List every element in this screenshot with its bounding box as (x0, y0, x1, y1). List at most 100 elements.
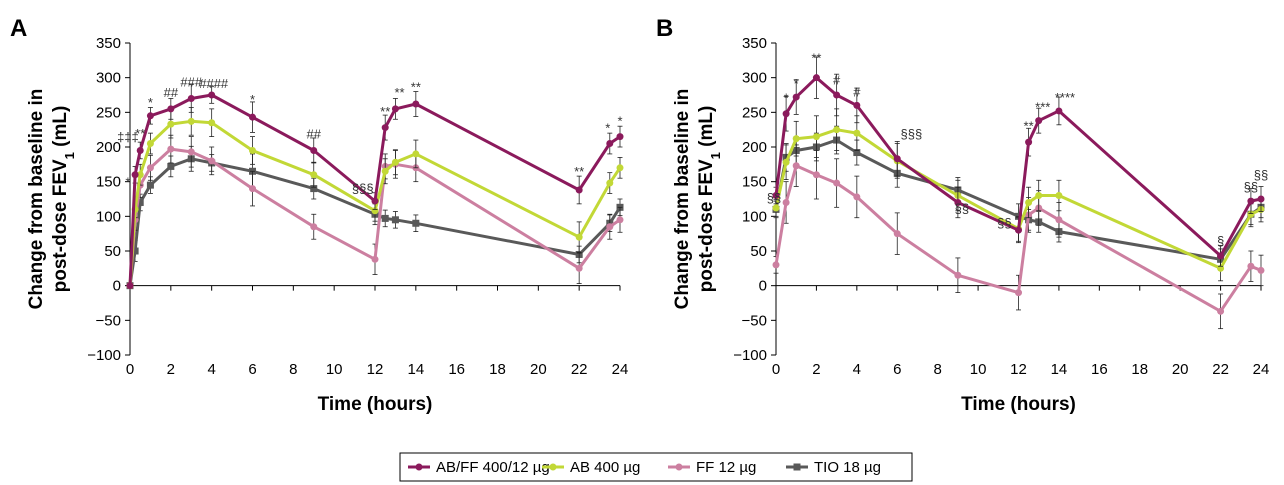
significance-marker: ‡‡‡ (117, 129, 139, 144)
y-axis-title-subscript: 1 (708, 152, 723, 159)
x-tick-label: 14 (407, 361, 424, 378)
data-point (616, 133, 624, 141)
x-tick-label: 2 (812, 361, 820, 378)
series-abff (772, 56, 1265, 267)
y-tick-label: 300 (742, 70, 767, 87)
x-tick-label: 18 (1131, 361, 1148, 378)
x-tick-label: 4 (207, 361, 215, 378)
data-point (812, 133, 820, 141)
legend-label: AB/FF 400/12 µg (436, 459, 550, 476)
significance-marker: * (794, 76, 799, 91)
series-ff (772, 144, 1265, 330)
data-point (782, 158, 790, 166)
significance-marker: §§ (767, 190, 781, 205)
data-point (812, 171, 820, 179)
data-point (782, 198, 790, 206)
legend-swatch-marker (415, 463, 423, 471)
data-point (208, 91, 216, 99)
data-point (187, 117, 195, 125)
y-tick-label: 0 (759, 278, 767, 295)
y-axis-title-unit: (mL) (50, 106, 71, 152)
data-point (187, 148, 195, 156)
data-point (187, 94, 195, 102)
data-point (249, 146, 256, 154)
data-point (606, 179, 614, 187)
data-point (575, 264, 583, 272)
series-line (128, 93, 621, 286)
data-point (1015, 226, 1022, 234)
x-tick-label: 20 (530, 361, 547, 378)
y-tick-label: 250 (96, 104, 121, 121)
data-point (1257, 266, 1265, 274)
significance-marker: ** (574, 164, 584, 179)
significance-marker: #### (199, 76, 229, 91)
y-tick-label: 50 (750, 243, 767, 260)
legend-label: TIO 18 µg (814, 459, 881, 476)
significance-marker: * (784, 91, 789, 106)
x-tick-label: 0 (126, 361, 134, 378)
data-point (833, 91, 841, 99)
data-point (606, 140, 614, 148)
series-line (128, 147, 621, 286)
series-tio (772, 125, 1265, 271)
y-axis-title-subscript: 1 (62, 152, 77, 159)
x-tick-label: 18 (489, 361, 506, 378)
x-tick-label: 12 (367, 361, 384, 378)
y-tick-label: 300 (96, 70, 121, 87)
data-point (812, 74, 820, 82)
data-point (1217, 252, 1225, 260)
data-point (249, 113, 256, 121)
y-tick-label: 50 (104, 243, 121, 260)
x-tick-label: 10 (326, 361, 343, 378)
data-point (136, 171, 144, 179)
data-point (954, 198, 962, 206)
panel-letter: B (656, 15, 673, 42)
data-point (1055, 192, 1063, 200)
significance-marker: ** (811, 50, 821, 65)
data-point (782, 110, 790, 118)
legend-item: AB 400 µg (542, 459, 640, 476)
data-point (249, 185, 256, 193)
panel-letter: A (10, 15, 27, 42)
significance-marker: * (605, 120, 610, 135)
x-tick-label: 10 (970, 361, 987, 378)
x-tick-label: 14 (1051, 361, 1068, 378)
series-line (128, 119, 622, 286)
x-tick-label: 2 (167, 361, 175, 378)
significance-marker: * (125, 175, 130, 190)
data-point (792, 162, 800, 170)
series-ab (772, 108, 1265, 282)
significance-marker: §§§ (901, 127, 923, 142)
y-tick-label: 350 (742, 35, 767, 52)
data-point (412, 150, 420, 158)
x-tick-label: 8 (933, 361, 941, 378)
y-tick-label: 150 (742, 174, 767, 191)
y-tick-label: 100 (96, 208, 121, 225)
data-point (208, 119, 216, 127)
data-point (381, 214, 389, 222)
significance-marker: § (1217, 233, 1224, 248)
data-point (146, 164, 154, 172)
significance-marker: * (250, 92, 255, 107)
x-tick-label: 8 (289, 361, 297, 378)
data-point (772, 204, 780, 212)
data-point (1247, 262, 1255, 270)
data-point (1035, 192, 1043, 200)
significance-marker: §§ (1244, 179, 1258, 194)
data-point (616, 216, 624, 224)
data-point (391, 105, 399, 113)
data-point (853, 193, 861, 201)
y-axis-title-line1: Change from baseline in (26, 89, 47, 310)
data-point (893, 230, 901, 238)
data-point (1217, 307, 1225, 315)
significance-marker: *** (1035, 100, 1050, 115)
data-point (412, 100, 420, 108)
y-tick-label: 0 (113, 278, 121, 295)
legend-box (399, 452, 913, 482)
data-point (853, 129, 861, 137)
data-point (391, 158, 399, 166)
data-point (208, 157, 216, 165)
significance-marker: ** (411, 80, 421, 95)
data-point (893, 155, 901, 163)
